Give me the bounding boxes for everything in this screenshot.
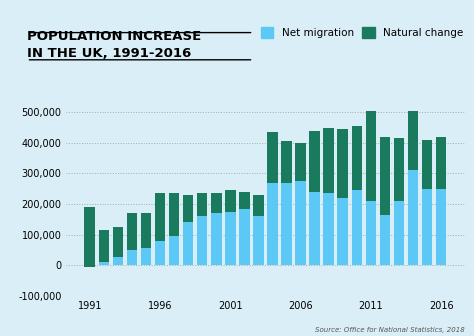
Bar [211,193,221,213]
Bar [337,198,348,265]
Bar [99,262,109,265]
Bar [141,213,151,248]
Bar [253,195,264,216]
Bar [323,128,334,193]
Bar [225,212,236,265]
Bar [169,193,179,236]
Text: Source: Office for National Statistics, 2018: Source: Office for National Statistics, … [315,327,465,333]
Bar [281,141,292,183]
Bar [310,131,320,192]
Bar [365,201,376,265]
Bar [352,126,362,190]
Bar [310,192,320,265]
Bar [225,190,236,212]
Bar [422,140,432,189]
Bar [295,143,306,181]
Bar [169,236,179,265]
Bar [408,111,419,170]
Bar [337,129,348,198]
Bar [84,265,95,267]
Bar [197,193,208,216]
Bar [365,111,376,201]
Bar [127,250,137,265]
Bar [267,132,278,183]
Bar [183,222,193,265]
Bar [295,181,306,265]
Bar [183,195,193,222]
Bar [112,227,123,257]
Bar [211,213,221,265]
Bar [380,215,390,265]
Bar [155,241,165,265]
Bar [436,137,447,189]
Bar [352,190,362,265]
Bar [239,192,250,209]
Bar [394,138,404,201]
Legend: Net migration, Natural change: Net migration, Natural change [256,23,467,42]
Bar [436,189,447,265]
Bar [127,213,137,250]
Bar [155,193,165,241]
Bar [422,189,432,265]
Bar [394,201,404,265]
Bar [99,230,109,262]
Text: POPULATION INCREASE
IN THE UK, 1991-2016: POPULATION INCREASE IN THE UK, 1991-2016 [27,30,201,59]
Bar [197,216,208,265]
Bar [323,193,334,265]
Bar [281,183,292,265]
Bar [84,207,95,267]
Bar [267,183,278,265]
Bar [239,209,250,265]
Bar [380,137,390,215]
Bar [141,248,151,265]
Bar [408,170,419,265]
Bar [253,216,264,265]
Bar [112,257,123,265]
